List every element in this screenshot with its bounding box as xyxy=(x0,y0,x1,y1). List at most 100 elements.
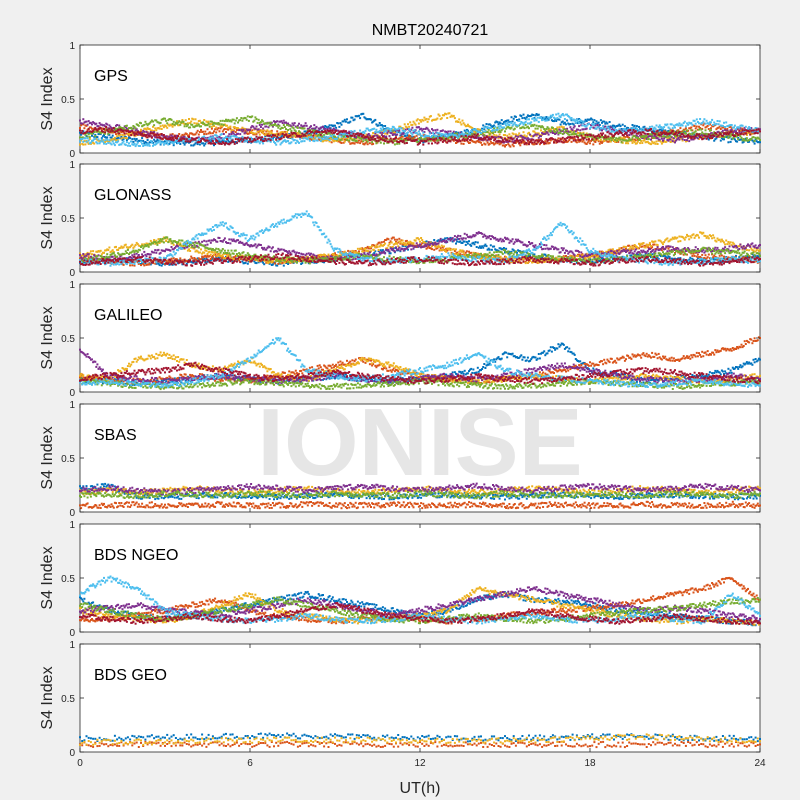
data-point xyxy=(115,133,117,135)
data-point xyxy=(394,134,396,136)
data-point xyxy=(509,146,511,148)
data-point xyxy=(369,142,371,144)
data-point xyxy=(184,138,186,140)
data-point xyxy=(560,124,562,126)
data-point xyxy=(637,141,639,143)
data-point xyxy=(187,141,189,143)
data-point xyxy=(259,134,261,136)
data-point xyxy=(142,140,144,142)
data-point xyxy=(402,136,404,138)
data-point xyxy=(672,140,674,142)
data-point xyxy=(586,139,588,141)
data-point xyxy=(571,117,573,119)
data-point xyxy=(504,130,506,132)
data-point xyxy=(759,130,761,132)
data-point xyxy=(189,126,191,128)
data-point xyxy=(275,144,277,146)
data-point xyxy=(126,141,128,143)
data-point xyxy=(548,128,550,130)
data-point xyxy=(305,135,307,137)
data-point xyxy=(324,128,326,130)
data-point xyxy=(360,133,362,135)
data-point xyxy=(375,129,377,131)
data-point xyxy=(398,127,400,129)
data-point xyxy=(616,131,618,133)
data-point xyxy=(207,139,209,141)
data-point xyxy=(489,249,491,251)
data-point xyxy=(330,129,332,131)
data-point xyxy=(403,140,405,142)
data-point xyxy=(754,140,756,142)
data-point xyxy=(332,137,334,139)
data-point xyxy=(754,143,756,145)
data-point xyxy=(237,122,239,124)
data-point xyxy=(131,138,133,140)
data-point xyxy=(526,116,528,118)
data-point xyxy=(511,116,513,118)
data-point xyxy=(563,114,565,116)
data-point xyxy=(698,122,700,124)
data-point xyxy=(110,130,112,132)
data-point xyxy=(560,116,562,118)
data-point xyxy=(98,138,100,140)
data-point xyxy=(651,126,653,128)
data-point xyxy=(553,142,555,144)
data-point xyxy=(407,132,409,134)
data-point xyxy=(540,129,542,131)
data-point xyxy=(756,129,758,131)
data-point xyxy=(705,123,707,125)
data-point xyxy=(190,144,192,146)
data-point xyxy=(236,117,238,119)
data-point xyxy=(470,245,472,247)
data-point xyxy=(113,127,115,129)
data-point xyxy=(649,126,651,128)
data-point xyxy=(559,119,561,121)
data-point xyxy=(265,126,267,128)
data-point xyxy=(422,128,424,130)
data-point xyxy=(668,136,670,138)
data-point xyxy=(137,142,139,144)
data-point xyxy=(300,135,302,137)
data-point xyxy=(586,128,588,130)
data-point xyxy=(395,137,397,139)
data-point xyxy=(482,131,484,133)
data-point xyxy=(644,126,646,128)
data-point xyxy=(304,127,306,129)
data-point xyxy=(94,138,96,140)
data-point xyxy=(210,123,212,125)
data-point xyxy=(288,125,290,127)
data-point xyxy=(200,129,202,131)
data-point xyxy=(379,122,381,124)
data-point xyxy=(247,115,249,117)
data-point xyxy=(528,132,530,134)
data-point xyxy=(259,124,261,126)
data-point xyxy=(283,136,285,138)
data-point xyxy=(166,142,168,144)
data-point xyxy=(577,120,579,122)
data-point xyxy=(216,135,218,137)
data-point xyxy=(583,121,585,123)
data-point xyxy=(301,140,303,142)
data-point xyxy=(155,129,157,131)
data-point xyxy=(632,132,634,134)
data-point xyxy=(254,139,256,141)
data-point xyxy=(585,134,587,136)
data-point xyxy=(159,140,161,142)
data-point xyxy=(738,130,740,132)
data-point xyxy=(297,127,299,129)
data-point xyxy=(682,125,684,127)
data-point xyxy=(127,145,129,147)
data-point xyxy=(712,124,714,126)
data-point xyxy=(394,143,396,145)
data-point xyxy=(407,137,409,139)
data-point xyxy=(515,116,517,118)
y-tick-label: 1 xyxy=(69,41,75,52)
data-point xyxy=(442,129,444,131)
data-point xyxy=(375,142,377,144)
data-point xyxy=(693,136,695,138)
data-point xyxy=(313,124,315,126)
data-point xyxy=(389,141,391,143)
data-point xyxy=(639,139,641,141)
data-point xyxy=(228,133,230,135)
data-point xyxy=(143,124,145,126)
